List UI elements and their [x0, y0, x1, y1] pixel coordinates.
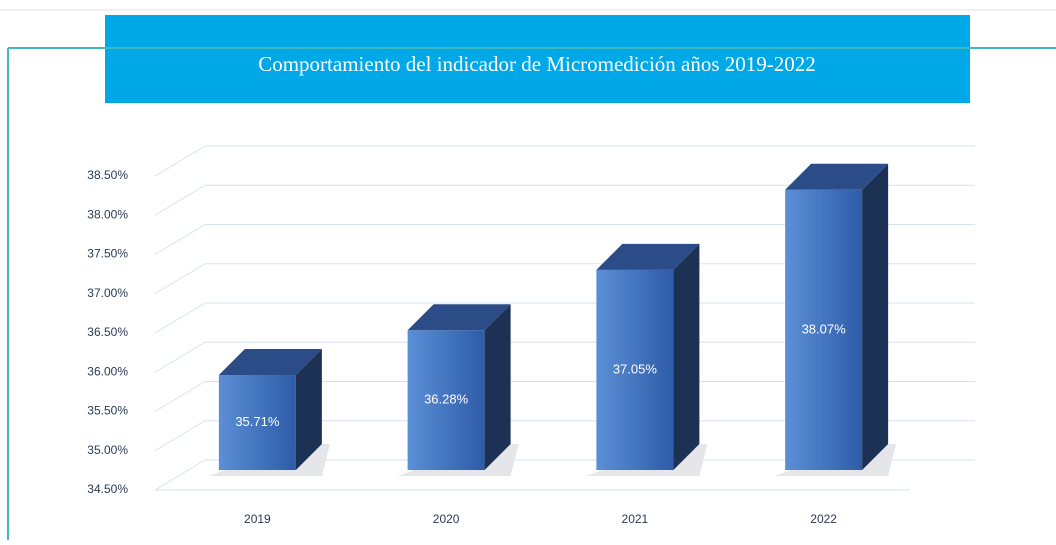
chart-title: Comportamiento del indicador de Micromed…: [258, 52, 816, 76]
bar: [596, 269, 674, 470]
bar: [785, 189, 863, 470]
grid-line: [154, 341, 206, 373]
value-label: 35.71%: [235, 414, 280, 429]
x-tick-label: 2021: [622, 512, 649, 526]
bar: [218, 375, 296, 470]
y-tick-label: 35.50%: [87, 404, 128, 418]
grid-line: [154, 184, 206, 216]
bar-side: [484, 304, 511, 470]
grid-line: [154, 420, 206, 452]
y-tick-label: 38.00%: [87, 207, 128, 221]
bar-side: [862, 163, 889, 470]
y-tick-label: 35.00%: [87, 443, 128, 457]
value-label: 36.28%: [424, 392, 469, 407]
x-tick-label: 2019: [244, 512, 271, 526]
y-tick-label: 36.00%: [87, 364, 128, 378]
grid-line: [154, 263, 206, 295]
x-tick-label: 2020: [433, 512, 460, 526]
title-box: [105, 15, 970, 103]
value-label: 37.05%: [613, 361, 658, 376]
bar-top: [218, 349, 322, 376]
grid-line: [154, 381, 206, 412]
bar-side: [673, 243, 700, 470]
grid-line: [154, 224, 206, 255]
bar-top: [596, 243, 700, 270]
bar-top: [785, 163, 889, 190]
bar: [407, 330, 485, 470]
value-label: 38.07%: [802, 321, 847, 336]
bar-top: [407, 304, 511, 331]
grid-line: [154, 145, 206, 177]
bar-side: [295, 349, 322, 470]
y-tick-label: 37.00%: [87, 286, 128, 300]
y-tick-label: 34.50%: [87, 482, 128, 496]
y-tick-label: 37.50%: [87, 247, 128, 261]
grid-line: [154, 459, 206, 491]
y-tick-label: 38.50%: [87, 168, 128, 182]
grid-line: [154, 302, 206, 334]
x-tick-label: 2022: [810, 512, 837, 526]
y-tick-label: 36.50%: [87, 325, 128, 339]
